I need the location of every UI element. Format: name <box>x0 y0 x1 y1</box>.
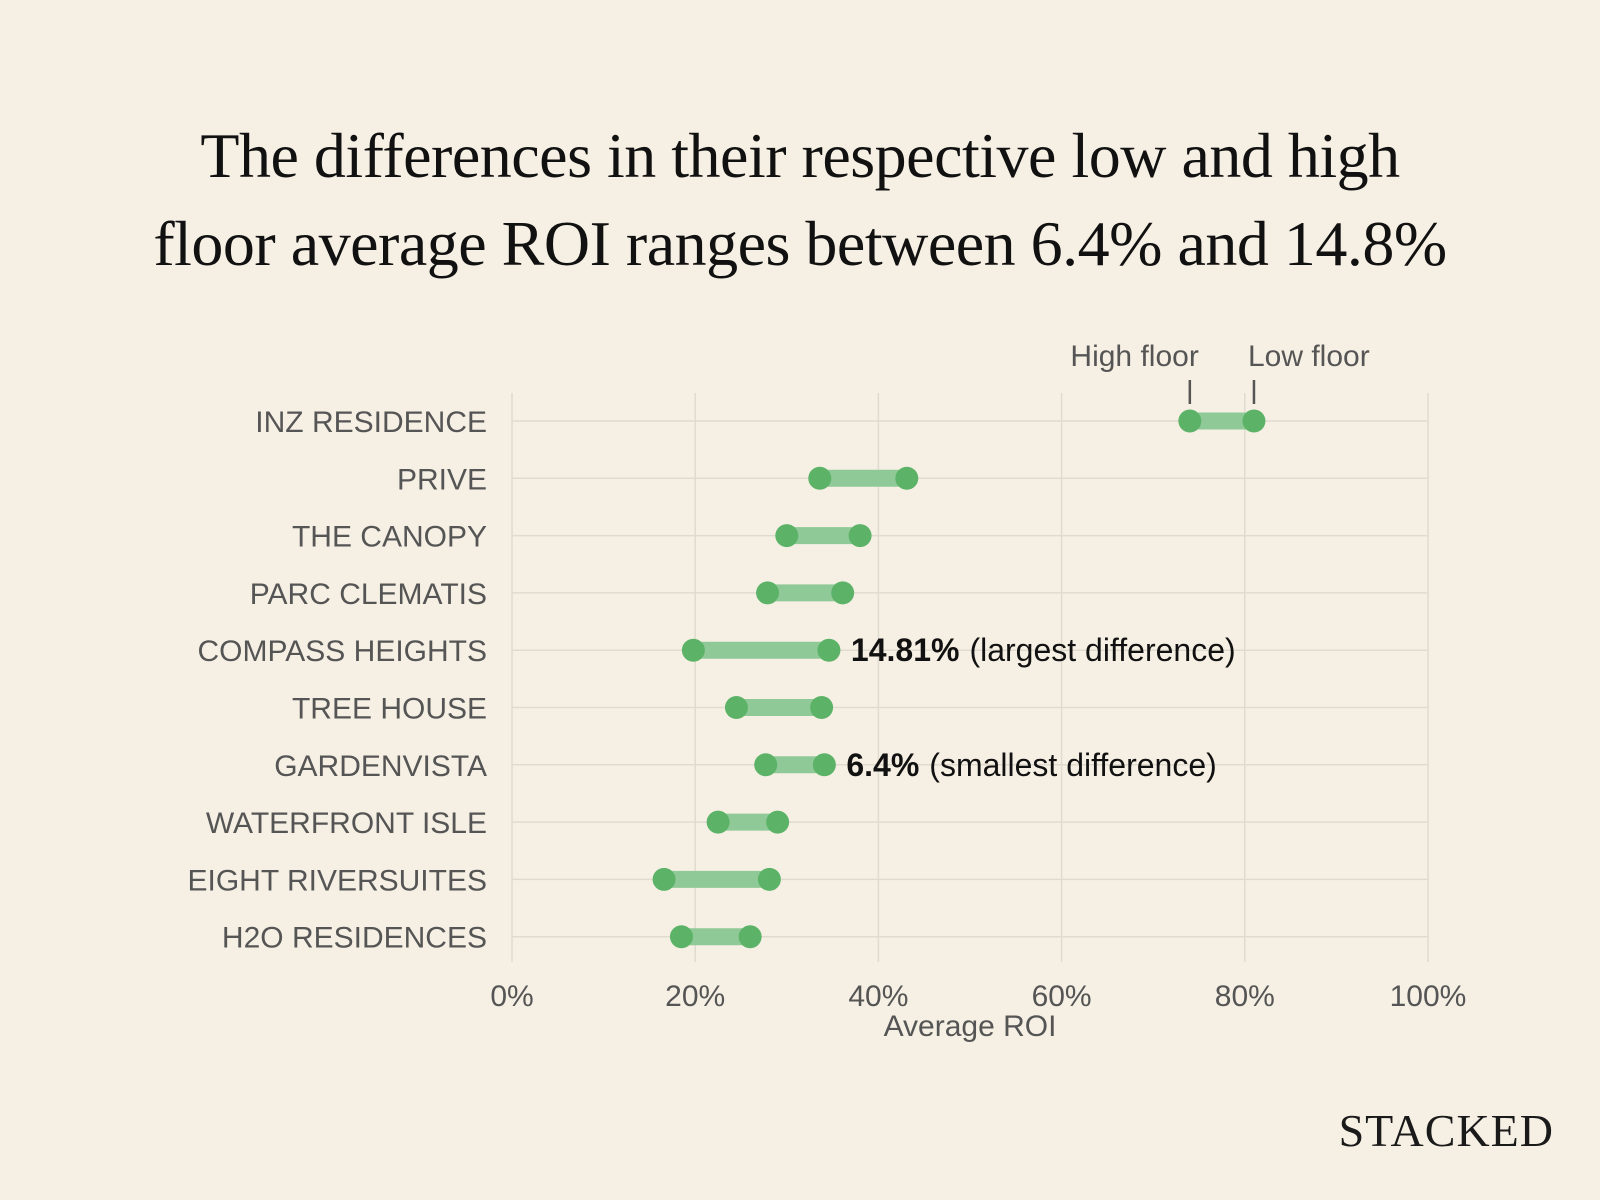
x-tick-label: 60% <box>1032 980 1092 1013</box>
annotation-value: 14.81% <box>851 632 960 668</box>
category-label: WATERFRONT ISLE <box>206 807 487 840</box>
high-floor-dot <box>756 581 780 605</box>
category-label: H2O RESIDENCES <box>222 922 487 955</box>
category-label: INZ RESIDENCE <box>255 406 487 439</box>
low-floor-dot <box>831 581 855 605</box>
chart-title-line-1: The differences in their respective low … <box>200 120 1400 191</box>
low-floor-dot <box>757 867 781 891</box>
x-tick-label: 80% <box>1215 980 1275 1013</box>
high-floor-dot <box>669 925 693 949</box>
high-floor-dot <box>1178 409 1202 433</box>
annotation-text: (largest difference) <box>969 632 1235 668</box>
category-label: PARC CLEMATIS <box>250 578 487 611</box>
chart-title-line-2: floor average ROI ranges between 6.4% an… <box>153 208 1447 279</box>
low-floor-dot <box>1242 409 1266 433</box>
high-floor-dot <box>681 638 705 662</box>
high-floor-dot <box>652 867 676 891</box>
low-floor-dot <box>817 638 841 662</box>
chart-title: The differences in their respective low … <box>0 112 1600 288</box>
low-floor-dot <box>812 753 836 777</box>
x-tick-label: 100% <box>1390 980 1467 1013</box>
low-floor-dot <box>895 466 919 490</box>
low-floor-dot <box>738 925 762 949</box>
annotation-smallest-difference: 6.4% (smallest difference) <box>846 747 1216 783</box>
annotation-largest-difference: 14.81% (largest difference) <box>851 632 1236 668</box>
high-floor-dot <box>706 810 730 834</box>
legend-high-floor-label: High floor <box>1070 340 1198 373</box>
annotation-value: 6.4% <box>846 747 919 783</box>
category-label: GARDENVISTA <box>274 750 487 783</box>
category-label: TREE HOUSE <box>292 693 487 726</box>
category-label: THE CANOPY <box>292 521 487 554</box>
legend-low-floor-label: Low floor <box>1248 340 1370 373</box>
brand-logo: STACKED <box>1338 1105 1554 1156</box>
x-tick-label: 20% <box>665 980 725 1013</box>
high-floor-dot <box>724 696 748 719</box>
low-floor-dot <box>848 524 872 548</box>
high-floor-dot <box>808 466 832 490</box>
x-tick-label: 40% <box>848 980 908 1013</box>
annotation-text: (smallest difference) <box>929 747 1217 783</box>
high-floor-dot <box>754 753 778 777</box>
x-axis-label: Average ROI <box>884 1010 1057 1043</box>
category-label: COMPASS HEIGHTS <box>198 635 487 668</box>
category-label: PRIVE <box>397 463 487 496</box>
low-floor-dot <box>766 810 790 834</box>
high-floor-dot <box>775 524 799 548</box>
x-tick-label: 0% <box>490 980 533 1013</box>
category-label: EIGHT RIVERSUITES <box>187 864 487 897</box>
low-floor-dot <box>810 696 834 719</box>
